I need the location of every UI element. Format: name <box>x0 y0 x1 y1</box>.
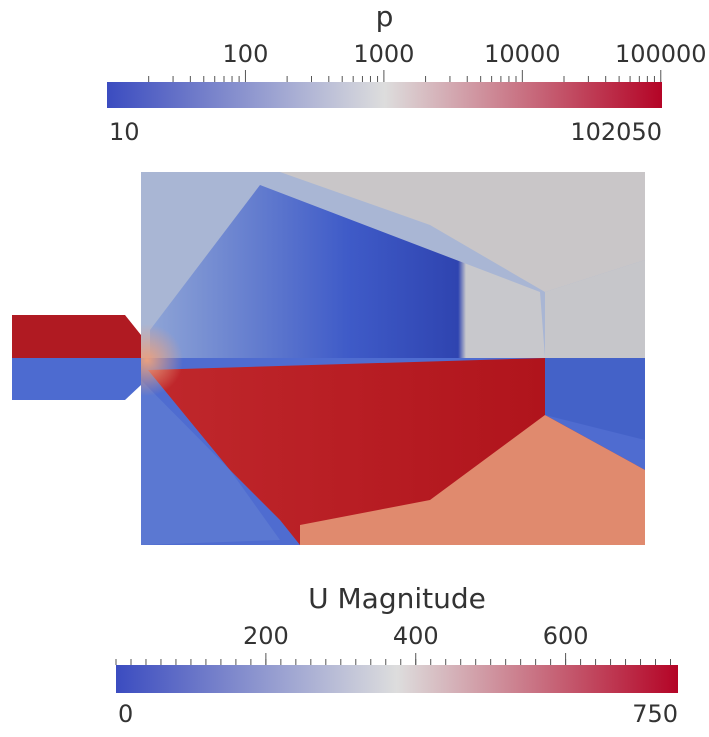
tick-label: 1000 <box>353 40 414 68</box>
colorbar <box>107 82 662 108</box>
range-min-label: 10 <box>109 118 140 146</box>
colorbar-title: p <box>376 0 394 33</box>
tick-label: 400 <box>393 622 439 650</box>
colorbar <box>116 665 678 693</box>
range-max-label: 102050 <box>570 118 662 146</box>
tick-label: 100 <box>223 40 269 68</box>
range-min-label: 0 <box>118 700 133 728</box>
tick-label: 10000 <box>484 40 560 68</box>
colorbar-title: U Magnitude <box>308 582 486 615</box>
tick-label: 200 <box>243 622 289 650</box>
flow-field <box>12 172 645 545</box>
tick-label: 100000 <box>615 40 707 68</box>
tick-label: 600 <box>543 622 589 650</box>
range-max-label: 750 <box>632 700 678 728</box>
